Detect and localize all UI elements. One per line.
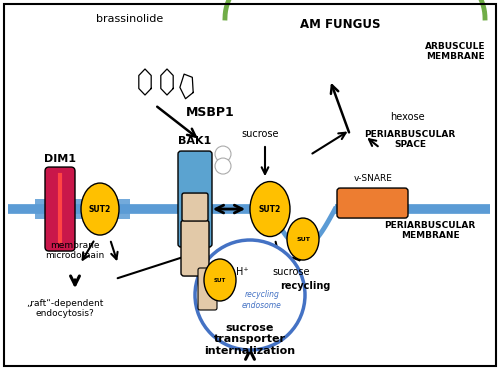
Text: v-SNARE: v-SNARE xyxy=(354,174,393,183)
Text: AM FUNGUS: AM FUNGUS xyxy=(300,18,380,31)
Circle shape xyxy=(215,146,231,162)
Text: MSBP1: MSBP1 xyxy=(186,106,234,119)
Text: PERIARBUSCULAR
MEMBRANE: PERIARBUSCULAR MEMBRANE xyxy=(384,221,476,240)
Ellipse shape xyxy=(204,259,236,301)
FancyBboxPatch shape xyxy=(45,167,75,251)
Text: SUT: SUT xyxy=(296,236,310,242)
Text: SUT2: SUT2 xyxy=(89,205,111,213)
Text: recycling: recycling xyxy=(280,281,330,291)
Text: sucrose: sucrose xyxy=(272,267,310,277)
FancyBboxPatch shape xyxy=(337,188,408,218)
Text: sucrose
transporter
internalization: sucrose transporter internalization xyxy=(204,323,296,356)
Ellipse shape xyxy=(81,183,119,235)
FancyBboxPatch shape xyxy=(182,193,208,221)
Text: BAK1: BAK1 xyxy=(178,136,212,146)
Text: H⁺: H⁺ xyxy=(236,267,248,277)
Text: recycling
endosome: recycling endosome xyxy=(242,290,282,310)
Text: membrane
microdomain: membrane microdomain xyxy=(46,241,104,260)
Text: PERIARBUSCULAR
SPACE: PERIARBUSCULAR SPACE xyxy=(364,130,456,149)
Ellipse shape xyxy=(250,182,290,236)
Text: brassinolide: brassinolide xyxy=(96,14,164,24)
FancyBboxPatch shape xyxy=(181,220,209,276)
Text: ARBUSCULE
MEMBRANE: ARBUSCULE MEMBRANE xyxy=(425,42,485,61)
Text: DIM1: DIM1 xyxy=(44,154,76,164)
Circle shape xyxy=(215,158,231,174)
Text: „raft“-dependent
endocytosis?: „raft“-dependent endocytosis? xyxy=(26,299,104,319)
Ellipse shape xyxy=(287,218,319,260)
Circle shape xyxy=(195,240,305,350)
Text: SUT2: SUT2 xyxy=(259,205,281,213)
FancyBboxPatch shape xyxy=(35,199,130,219)
Text: SUT: SUT xyxy=(214,278,226,283)
FancyBboxPatch shape xyxy=(178,151,212,247)
Text: hexose: hexose xyxy=(390,112,424,122)
FancyBboxPatch shape xyxy=(198,268,217,310)
Text: sucrose: sucrose xyxy=(241,129,279,139)
